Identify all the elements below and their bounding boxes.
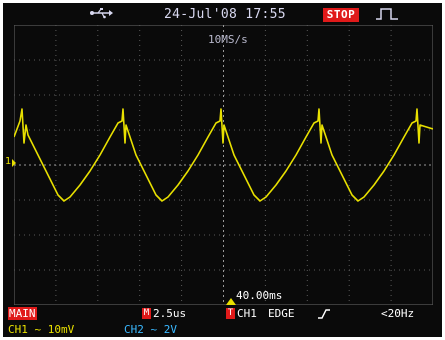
- trigger-position-marker: [226, 298, 236, 305]
- timebase-badge: M: [142, 308, 151, 319]
- trigger-source-readout: CH1: [237, 307, 257, 320]
- ch1-ground-level-marker: [12, 159, 16, 167]
- graticule-grid: [14, 25, 433, 305]
- usb-icon: [90, 8, 113, 19]
- run-stop-status-badge: STOP: [323, 8, 359, 22]
- trigger-type-readout: EDGE: [268, 307, 295, 320]
- ch1-waveform-trace: [14, 108, 433, 202]
- oscilloscope-screen: 24-Jul'08 17:55 STOP 10MS/s 1 40.00ms MA…: [3, 3, 442, 337]
- trigger-badge: T: [226, 308, 235, 319]
- ch1-ground-level-label: 1: [5, 156, 12, 167]
- trigger-frequency-readout: <20Hz: [381, 307, 415, 320]
- datetime-readout: 24-Jul'08 17:55: [164, 7, 286, 22]
- sample-rate-readout: 10MS/s: [208, 33, 248, 46]
- waveform-graticule: [14, 25, 433, 305]
- trigger-position-readout: 40.00ms: [236, 289, 283, 302]
- timebase-readout: 2.5us: [153, 307, 187, 320]
- rising-pulse-icon: [376, 8, 398, 20]
- rising-edge-icon: [318, 309, 330, 319]
- main-timebase-label: MAIN: [8, 307, 37, 320]
- ch1-scale-readout: CH1 ~ 10mV: [8, 323, 75, 336]
- ch2-scale-readout: CH2 ~ 2V: [124, 323, 177, 336]
